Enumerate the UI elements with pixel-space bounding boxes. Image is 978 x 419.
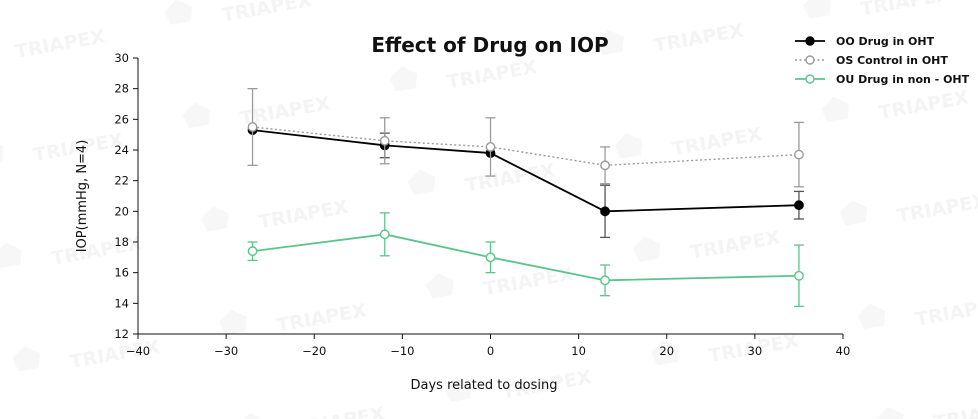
series-ou-drug-in-non-oht — [247, 212, 804, 308]
legend-item: OU Drug in non - OHT — [795, 73, 970, 86]
series-os-control-in-oht — [247, 88, 804, 188]
y-tick-label: 30 — [114, 51, 129, 65]
y-axis-label: IOP(mmHg, N=4) — [75, 140, 90, 253]
data-point — [794, 200, 804, 211]
y-tick-label: 24 — [114, 143, 129, 157]
x-tick-label: −40 — [126, 344, 150, 358]
x-tick-label: −10 — [390, 344, 414, 358]
x-tick-label: 0 — [487, 344, 494, 358]
data-point — [794, 270, 804, 281]
x-axis-label: Days related to dosing — [411, 378, 558, 393]
x-tick-label: −20 — [302, 344, 326, 358]
data-point — [600, 160, 610, 171]
y-tick-label: 28 — [114, 82, 129, 96]
legend-label: OS Control in OHT — [836, 54, 948, 67]
axes: 12 14 16 18 20 22 24 26 28 30 −40 −30 −20 −10 0 10 20 30 4… — [114, 51, 850, 358]
y-tick-label: 16 — [114, 266, 129, 280]
x-tick-label: 40 — [836, 344, 851, 358]
data-point — [379, 229, 390, 240]
plot-series — [247, 88, 804, 308]
data-point — [485, 142, 496, 152]
legend-swatch-marker — [805, 36, 815, 46]
y-tick-label: 14 — [114, 296, 129, 310]
legend-swatch-marker — [805, 55, 815, 65]
x-tick-label: 10 — [571, 344, 586, 358]
y-tick-label: 26 — [114, 112, 129, 126]
y-tick-label: 18 — [114, 235, 129, 249]
legend-swatch-marker — [805, 74, 815, 84]
data-point — [247, 122, 258, 132]
data-point — [485, 252, 496, 263]
data-point — [600, 275, 610, 286]
data-point — [600, 206, 610, 217]
data-point — [794, 149, 804, 160]
data-point — [247, 246, 258, 257]
data-point — [379, 135, 390, 146]
x-tick-label: −30 — [214, 344, 238, 358]
legend: OO Drug in OHT OS Control in OHT OU Drug i… — [795, 35, 970, 86]
y-tick-label: 12 — [114, 327, 129, 341]
x-tick-label: 20 — [659, 344, 674, 358]
legend-item: OS Control in OHT — [795, 54, 948, 67]
x-tick-label: 30 — [748, 344, 763, 358]
y-tick-label: 22 — [114, 174, 129, 188]
chart-title: Effect of Drug on IOP — [371, 33, 608, 57]
legend-label: OU Drug in non - OHT — [836, 73, 970, 86]
legend-item: OO Drug in OHT — [795, 35, 935, 48]
y-tick-label: 20 — [114, 204, 129, 218]
legend-label: OO Drug in OHT — [836, 35, 935, 48]
